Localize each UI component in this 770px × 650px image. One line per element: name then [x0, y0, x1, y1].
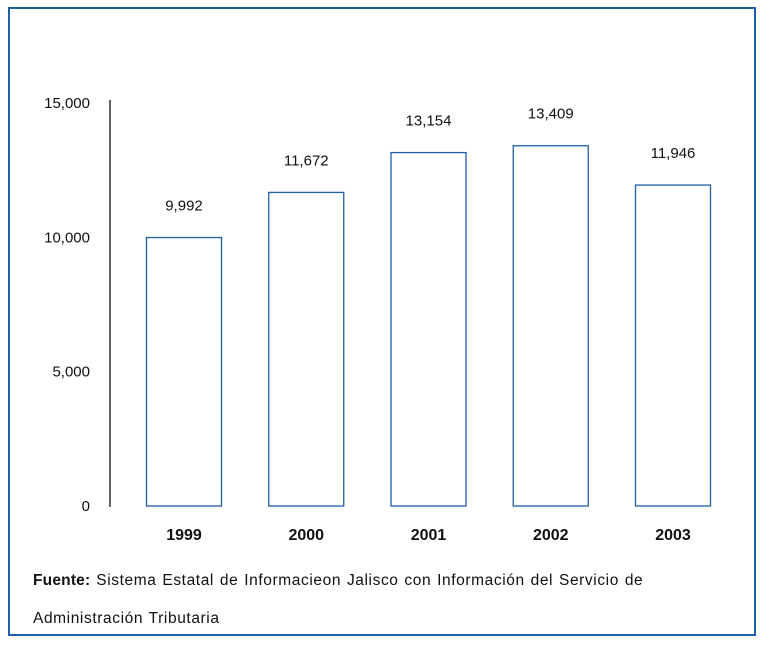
x-category-label: 2003: [655, 527, 691, 544]
bar-1999: [145, 236, 223, 507]
data-label: 13,409: [528, 106, 574, 123]
bar-2000: [268, 191, 345, 507]
source-text: Sistema Estatal de Informacieon Jalisco …: [33, 572, 644, 627]
source-note: Fuente: Sistema Estatal de Informacieon …: [33, 562, 748, 638]
y-tick-label: 15,000: [44, 95, 90, 112]
y-tick-label: 10,000: [44, 229, 90, 246]
x-category-label: 2001: [411, 527, 447, 544]
data-label: 13,154: [406, 113, 452, 130]
data-label: 11,946: [651, 145, 696, 162]
data-label: 11,672: [284, 152, 329, 169]
source-prefix: Fuente:: [33, 572, 91, 589]
bar-2002: [512, 145, 589, 507]
data-label: 9,992: [165, 198, 203, 215]
bar-2001: [390, 151, 467, 507]
bars: [145, 145, 712, 507]
y-tick-labels: 0 5,000 10,000 15,000: [44, 95, 90, 515]
x-category-label: 2002: [533, 527, 569, 544]
x-category-label: 1999: [166, 527, 202, 544]
y-tick-label: 0: [82, 498, 90, 515]
bar-2003: [634, 184, 712, 507]
x-category-label: 2000: [288, 527, 324, 544]
value-labels: 9,992 11,672 13,154 13,409 11,946: [165, 106, 695, 215]
chart-frame: [8, 7, 756, 636]
category-labels: 1999 2000 2001 2002 2003: [166, 527, 691, 544]
y-tick-label: 5,000: [52, 364, 90, 381]
